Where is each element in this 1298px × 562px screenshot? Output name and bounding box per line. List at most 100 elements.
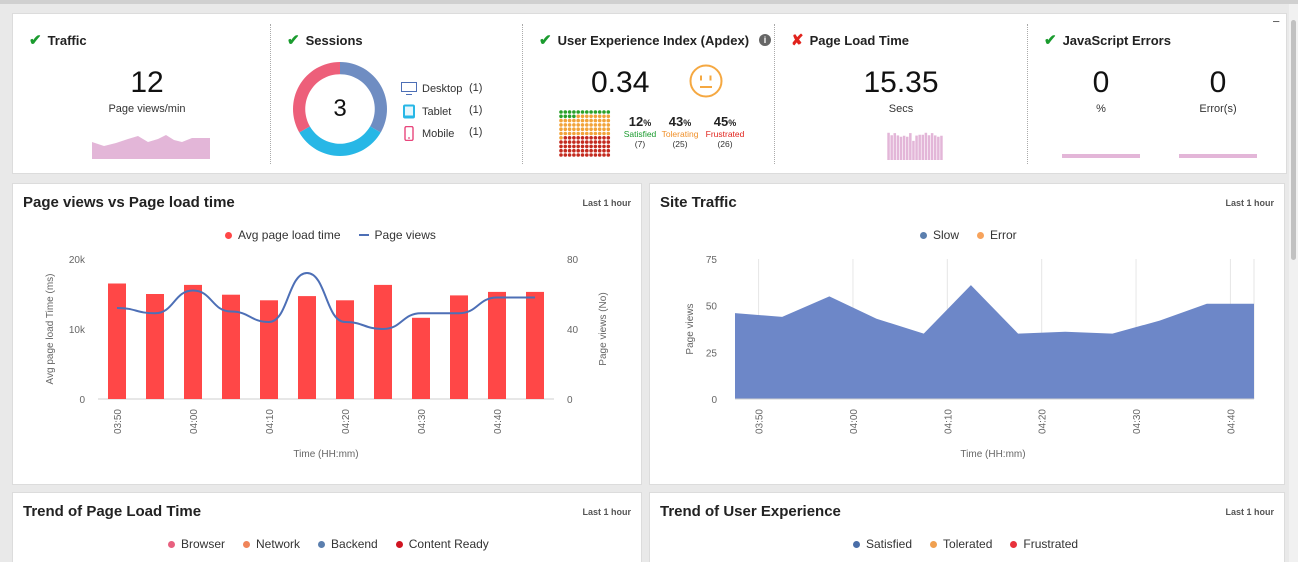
device-tablet: Tablet <box>401 104 451 119</box>
apdex-user-dot <box>576 153 580 157</box>
sparkline-bar <box>930 133 934 160</box>
apdex-user-dot <box>593 144 598 149</box>
y-tick-label: 75 <box>706 255 718 266</box>
apdex-user-dot <box>606 118 611 123</box>
load-time-bar <box>184 284 202 399</box>
apdex-user-dot <box>580 148 585 153</box>
js-error-count-label: Error(s) <box>1199 103 1237 115</box>
legend-label: Backend <box>331 537 378 551</box>
info-icon[interactable]: i <box>759 34 772 46</box>
apdex-user-dot <box>572 136 576 140</box>
apdex-user-dot <box>585 114 589 119</box>
apdex-user-dot <box>597 153 602 157</box>
satisfied-pct: 12 <box>628 114 644 129</box>
apdex-user-dot <box>572 110 576 114</box>
legend-dot-icon <box>853 540 860 548</box>
apdex-user-dot <box>567 136 572 140</box>
load-time-bar <box>374 284 392 399</box>
legend-network[interactable]: Network <box>243 537 300 551</box>
apdex-user-dot <box>559 144 563 149</box>
apdex-user-dot <box>589 144 593 149</box>
minimize-icon[interactable]: − <box>1272 14 1280 29</box>
apdex-user-dot <box>563 144 568 149</box>
legend-page-views[interactable]: Page views <box>358 228 436 242</box>
legend-dot-icon <box>977 231 985 239</box>
satisfied-count: (7) <box>634 139 646 149</box>
kpi-js-errors-title: JavaScript Errors <box>1062 32 1171 48</box>
chart-legend: Slow Error <box>920 228 1017 242</box>
legend-browser[interactable]: Browser <box>168 537 225 551</box>
legend-backend[interactable]: Backend <box>318 537 378 551</box>
legend-avg-load[interactable]: Avg page load time <box>225 228 341 242</box>
apdex-user-dot <box>597 118 602 123</box>
chart-legend: Avg page load time Page views <box>225 228 436 242</box>
kpi-sessions[interactable]: ✔ Sessions 3 Desktop (1) Tablet (1) Mobil… <box>271 14 523 175</box>
kpi-divider <box>774 24 775 164</box>
legend-dot-icon <box>243 540 251 548</box>
apdex-user-dot <box>606 153 611 157</box>
apdex-user-dot <box>580 144 585 149</box>
x-tick-label: 04:00 <box>189 409 200 434</box>
apdex-user-dot <box>559 136 563 140</box>
apdex-user-dot <box>585 140 589 144</box>
apdex-user-dot <box>559 118 563 123</box>
apdex-user-dot <box>593 127 598 131</box>
desktop-icon <box>401 82 417 95</box>
pct-sign: % <box>643 118 652 128</box>
apdex-user-dot <box>602 114 606 119</box>
scrollbar-track[interactable] <box>1289 4 1298 562</box>
check-icon: ✔ <box>29 32 42 49</box>
legend-dot-icon <box>1010 540 1018 548</box>
js-error-percent-value: 0 <box>1092 66 1110 99</box>
time-range-label[interactable]: Last 1 hour <box>1225 198 1274 208</box>
frustrated-pct: 45 <box>713 114 729 129</box>
legend-label: Page views <box>374 228 436 242</box>
sparkline-bar <box>940 135 943 160</box>
time-range-label[interactable]: Last 1 hour <box>582 198 631 208</box>
apdex-user-dot <box>585 123 589 127</box>
y2-tick-label: 0 <box>567 395 573 406</box>
apdex-user-dot <box>563 114 568 119</box>
kpi-divider <box>522 24 523 164</box>
load-time-bar <box>412 317 430 399</box>
apdex-user-dot <box>572 123 576 127</box>
apdex-user-dot <box>606 131 611 136</box>
y-tick-label: 20k <box>69 255 86 266</box>
kpi-traffic[interactable]: ✔ Traffic 12 Page views/min <box>13 14 270 175</box>
kpi-js-errors[interactable]: ✔ JavaScript Errors 0 % 0 Error(s) <box>1028 14 1286 175</box>
apdex-user-dot <box>567 110 572 114</box>
sessions-value: 3 <box>333 95 347 122</box>
legend-error[interactable]: Error <box>977 228 1017 242</box>
legend-content-ready[interactable]: Content Ready <box>395 537 489 551</box>
panel-title: Page views vs Page load time <box>23 194 235 211</box>
panel-title: Trend of User Experience <box>660 503 841 520</box>
sparkline-bar <box>902 135 906 160</box>
apdex-user-dot <box>585 118 589 123</box>
apdex-user-dot <box>580 136 585 140</box>
kpi-page-load[interactable]: ✘ Page Load Time 15.35 Secs <box>775 14 1027 175</box>
load-time-bar <box>526 291 544 399</box>
legend-tolerated[interactable]: Tolerated <box>930 537 992 551</box>
legend-dot-icon <box>930 540 938 548</box>
sparkline-bar <box>912 140 915 160</box>
apdex-user-dot <box>593 140 598 144</box>
legend-slow[interactable]: Slow <box>920 228 959 242</box>
apdex-user-dot <box>563 110 568 114</box>
apdex-user-dot <box>572 118 576 123</box>
time-range-label[interactable]: Last 1 hour <box>1225 507 1274 517</box>
time-range-label[interactable]: Last 1 hour <box>582 507 631 517</box>
apdex-user-dot <box>567 140 572 144</box>
legend-label: Content Ready <box>408 537 489 551</box>
frustrated-count: (26) <box>717 139 733 149</box>
kpi-apdex[interactable]: ✔ User Experience Index (Apdex) i 0.34 12… <box>523 14 775 175</box>
kpi-apdex-header: ✔ User Experience Index (Apdex) i <box>539 31 772 49</box>
scrollbar-thumb[interactable] <box>1291 20 1296 260</box>
load-time-bar <box>336 300 354 399</box>
sparkline-bar <box>927 135 931 160</box>
js-error-count-value: 0 <box>1209 66 1227 99</box>
sparkline-bar <box>933 135 937 160</box>
legend-satisfied[interactable]: Satisfied <box>853 537 912 551</box>
apdex-user-dot <box>580 118 585 123</box>
legend-frustrated[interactable]: Frustrated <box>1010 537 1078 551</box>
kpi-sessions-header: ✔ Sessions <box>287 31 363 49</box>
